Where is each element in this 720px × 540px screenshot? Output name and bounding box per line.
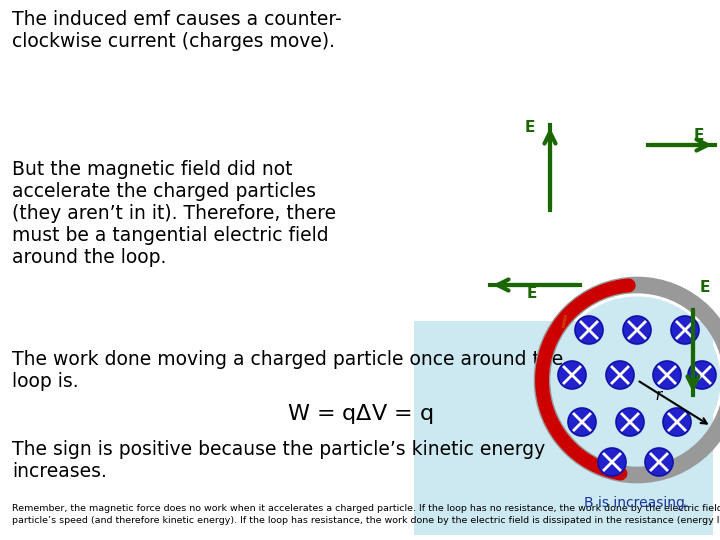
Text: W = q$\Delta$V = q: W = q$\Delta$V = q	[287, 402, 433, 426]
Text: B is increasing.: B is increasing.	[585, 496, 690, 510]
Circle shape	[558, 361, 586, 389]
Circle shape	[554, 296, 720, 464]
Circle shape	[623, 316, 651, 344]
Text: I: I	[561, 314, 568, 332]
Text: particle’s speed (and therefore kinetic energy). If the loop has resistance, the: particle’s speed (and therefore kinetic …	[12, 516, 720, 525]
Circle shape	[598, 448, 626, 476]
Circle shape	[663, 408, 691, 436]
Text: E: E	[527, 286, 537, 301]
Circle shape	[568, 408, 596, 436]
Text: But the magnetic field did not
accelerate the charged particles
(they aren’t in : But the magnetic field did not accelerat…	[12, 160, 336, 267]
Text: Remember, the magnetic force does no work when it accelerates a charged particle: Remember, the magnetic force does no wor…	[12, 504, 720, 513]
Bar	[414, 321, 713, 535]
Circle shape	[606, 361, 634, 389]
Text: The work done moving a charged particle once around the
loop is.: The work done moving a charged particle …	[12, 350, 563, 391]
Text: E: E	[694, 128, 704, 143]
Text: The sign is positive because the particle’s kinetic energy
increases.: The sign is positive because the particl…	[12, 440, 545, 481]
Circle shape	[671, 316, 699, 344]
Circle shape	[575, 316, 603, 344]
Text: E: E	[700, 280, 711, 295]
Circle shape	[688, 361, 716, 389]
Text: The induced emf causes a counter-
clockwise current (charges move).: The induced emf causes a counter- clockw…	[12, 10, 341, 51]
Circle shape	[616, 408, 644, 436]
Circle shape	[645, 448, 673, 476]
Text: r: r	[655, 388, 661, 403]
Circle shape	[653, 361, 681, 389]
Text: E: E	[525, 120, 536, 135]
